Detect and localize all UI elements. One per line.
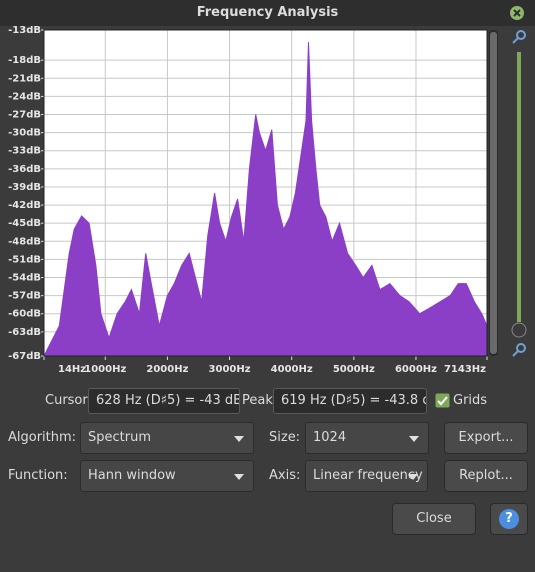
x-tick-label: 1000Hz (84, 364, 126, 375)
close-button[interactable]: Close (392, 503, 476, 535)
y-tick-label: -63dB (8, 327, 41, 338)
grids-checkbox[interactable] (435, 393, 451, 409)
cursor-label: Cursor: (45, 393, 92, 408)
x-tick-label: 6000Hz (395, 364, 437, 375)
y-tick-label: -57dB (8, 291, 41, 302)
y-tick-label: -60dB (8, 309, 41, 320)
y-tick-label: -33dB (8, 146, 41, 157)
y-tick-label: -36dB (8, 164, 41, 175)
y-tick-label: -13dB (8, 26, 41, 36)
y-tick-label: -45dB (8, 218, 41, 229)
replot-button[interactable]: Replot... (444, 460, 528, 492)
plot-frame (43, 29, 488, 357)
y-tick-label: -48dB (8, 236, 41, 247)
title-bar (0, 0, 535, 26)
x-tick-label: 7143Hz (444, 364, 486, 375)
help-icon[interactable]: ? (499, 509, 519, 529)
y-tick-label: -21dB (8, 73, 41, 84)
y-tick-label: -67dB (8, 351, 41, 362)
zoom-out-icon[interactable] (512, 343, 526, 357)
spectrum-panel: -13dB -18dB -21dB -24dB -27dB -30dB -33dB -36dB… (8, 26, 527, 375)
grids-label: Grids (453, 393, 488, 408)
y-tick-label: -39dB (8, 182, 41, 193)
peak-field: 619 Hz (D♯5) = -43.8 dB (273, 388, 427, 414)
zoom-in-icon[interactable] (512, 30, 526, 44)
help-button[interactable]: ? (490, 503, 528, 535)
function-label: Function: (8, 468, 68, 483)
function-dropdown[interactable]: Hann window (80, 460, 254, 492)
x-tick-label: 5000Hz (333, 364, 375, 375)
y-tick-label: -18dB (8, 55, 41, 66)
y-tick-label: -30dB (8, 128, 41, 139)
zoom-knob[interactable] (511, 322, 527, 338)
y-tick-label: -51dB (8, 254, 41, 265)
y-tick-label: -24dB (8, 91, 41, 102)
peak-label: Peak: (242, 393, 278, 408)
close-icon[interactable] (508, 4, 526, 22)
size-label: Size: (269, 430, 301, 445)
cursor-field: 628 Hz (D♯5) = -43 dB (88, 388, 240, 414)
x-tick-label: 3000Hz (209, 364, 251, 375)
x-tick-label: 2000Hz (146, 364, 188, 375)
algorithm-dropdown[interactable]: Spectrum (80, 422, 254, 454)
export-button[interactable]: Export... (444, 422, 528, 454)
spectrum-area (43, 42, 488, 357)
scroll-thumb[interactable] (490, 32, 497, 354)
axis-label: Axis: (269, 468, 301, 483)
algorithm-label: Algorithm: (8, 430, 77, 445)
y-tick-label: -42dB (8, 200, 41, 211)
axis-dropdown[interactable]: Linear frequency (305, 460, 428, 492)
x-tick-label: 4000Hz (271, 364, 313, 375)
size-dropdown[interactable]: 1024 (305, 422, 429, 454)
window-title: Frequency Analysis (196, 5, 339, 20)
x-tick-label: 14Hz (58, 364, 86, 375)
y-tick-label: -54dB (8, 273, 41, 284)
y-tick-label: -27dB (8, 110, 41, 121)
